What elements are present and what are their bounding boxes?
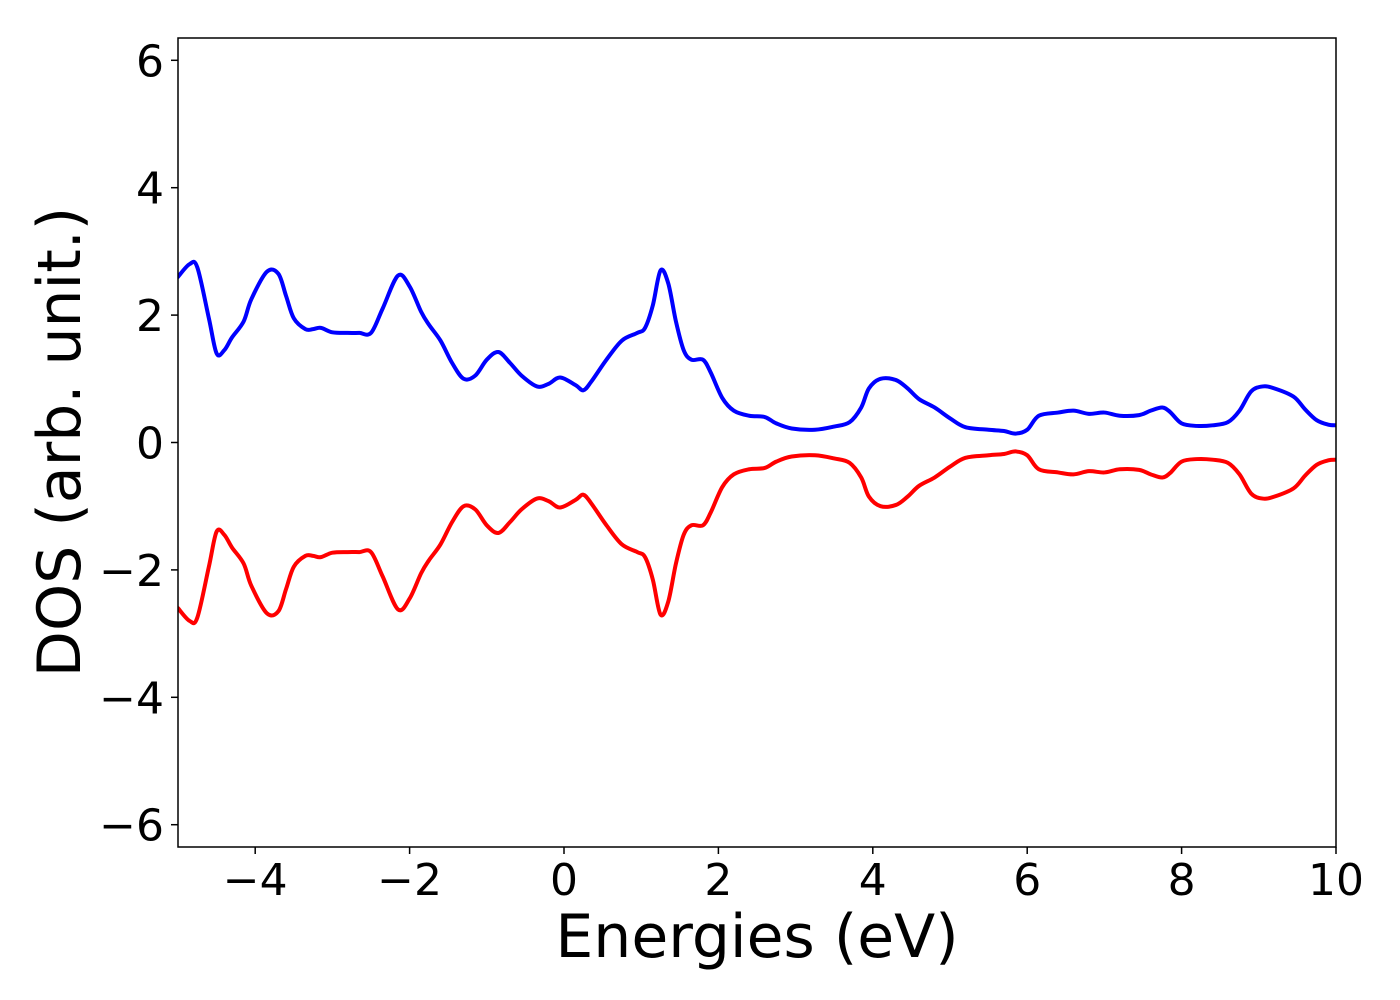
- x-tick-label: 4: [859, 855, 887, 906]
- y-tick-label: −6: [99, 801, 164, 852]
- series-line-spin-down: [178, 449, 1336, 626]
- x-tick-label: −4: [223, 855, 288, 906]
- x-tick-label: 0: [550, 855, 578, 906]
- y-axis-title: DOS (arb. unit.): [25, 207, 95, 677]
- y-tick-label: 2: [136, 291, 164, 342]
- series-layer: [178, 259, 1336, 626]
- y-tick-label: 4: [136, 164, 164, 215]
- y-tick-label: 6: [136, 36, 164, 87]
- x-axis: −4 −2 0 2 4 6 8 10: [223, 847, 1364, 906]
- x-tick-label: 6: [1013, 855, 1041, 906]
- series-line-spin-up: [178, 259, 1336, 436]
- y-tick-label: −4: [99, 673, 164, 724]
- x-tick-label: −2: [377, 855, 442, 906]
- y-tick-label: 0: [136, 419, 164, 470]
- x-axis-title: Energies (eV): [555, 902, 958, 972]
- x-tick-label: 2: [704, 855, 732, 906]
- x-tick-label: 10: [1308, 855, 1364, 906]
- y-axis: 6 4 2 0 −2 −4 −6: [99, 36, 178, 852]
- y-tick-label: −2: [99, 546, 164, 597]
- x-tick-label: 8: [1168, 855, 1196, 906]
